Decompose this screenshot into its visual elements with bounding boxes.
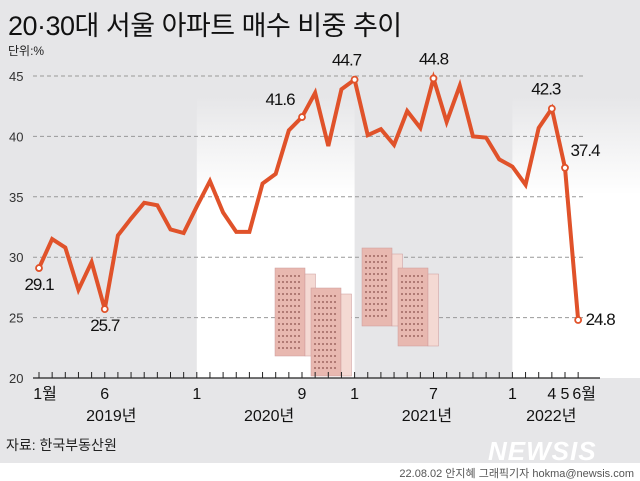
data-label: 29.1 xyxy=(24,275,54,294)
year-label: 2020년 xyxy=(244,407,294,425)
y-tick-label: 40 xyxy=(9,129,23,144)
unit-label: 단위:% xyxy=(8,44,45,58)
y-tick-label: 35 xyxy=(9,190,23,205)
data-point-marker xyxy=(547,104,556,113)
data-point-marker xyxy=(561,163,569,172)
data-label: 37.4 xyxy=(570,141,600,160)
data-label: 24.8 xyxy=(586,310,616,329)
y-tick-label: 30 xyxy=(9,250,23,265)
building-side xyxy=(427,273,439,347)
y-tick-label: 45 xyxy=(9,69,23,84)
data-point-marker xyxy=(429,74,438,83)
data-line-series xyxy=(37,71,581,321)
x-tick-label: 1 xyxy=(350,386,359,403)
x-tick-label: 1월 xyxy=(33,385,57,403)
y-tick-label: 25 xyxy=(9,311,23,326)
data-label: 44.8 xyxy=(419,49,449,68)
x-tick-label: 9 xyxy=(298,386,307,403)
data-point-marker xyxy=(298,113,306,121)
year-panel-highlight xyxy=(512,96,640,378)
x-tick-label: 6 xyxy=(100,386,109,403)
year-label: 2021년 xyxy=(402,407,452,425)
data-label: 25.7 xyxy=(90,316,120,335)
source-label: 자료: 한국부동산원 xyxy=(6,437,117,453)
x-tick-label: 6월 xyxy=(572,385,596,403)
x-tick-label: 7 xyxy=(429,386,438,403)
y-tick-label: 20 xyxy=(9,371,23,386)
data-point-marker xyxy=(100,305,109,314)
data-label: 42.3 xyxy=(531,80,561,99)
data-label: 44.7 xyxy=(332,51,362,70)
newsis-logo: NEWSIS xyxy=(488,436,597,466)
x-tick-label: 1 xyxy=(192,386,201,403)
data-point-marker xyxy=(574,316,583,324)
credit-line: 22.08.02 안지혜 그래픽기자 hokma@newsis.com xyxy=(399,468,634,480)
year-label: 2019년 xyxy=(86,407,136,425)
x-tick-label: 1 xyxy=(508,386,517,403)
year-label: 2022년 xyxy=(526,407,576,425)
chart-title: 20·30대 서울 아파트 매수 비중 추이 xyxy=(8,11,402,41)
x-tick-label: 5 xyxy=(561,386,570,403)
data-label: 41.6 xyxy=(265,90,295,109)
data-point-marker xyxy=(35,264,43,272)
x-tick-label: 4 xyxy=(547,386,556,403)
building-side xyxy=(340,293,352,377)
data-point-marker xyxy=(350,75,359,84)
